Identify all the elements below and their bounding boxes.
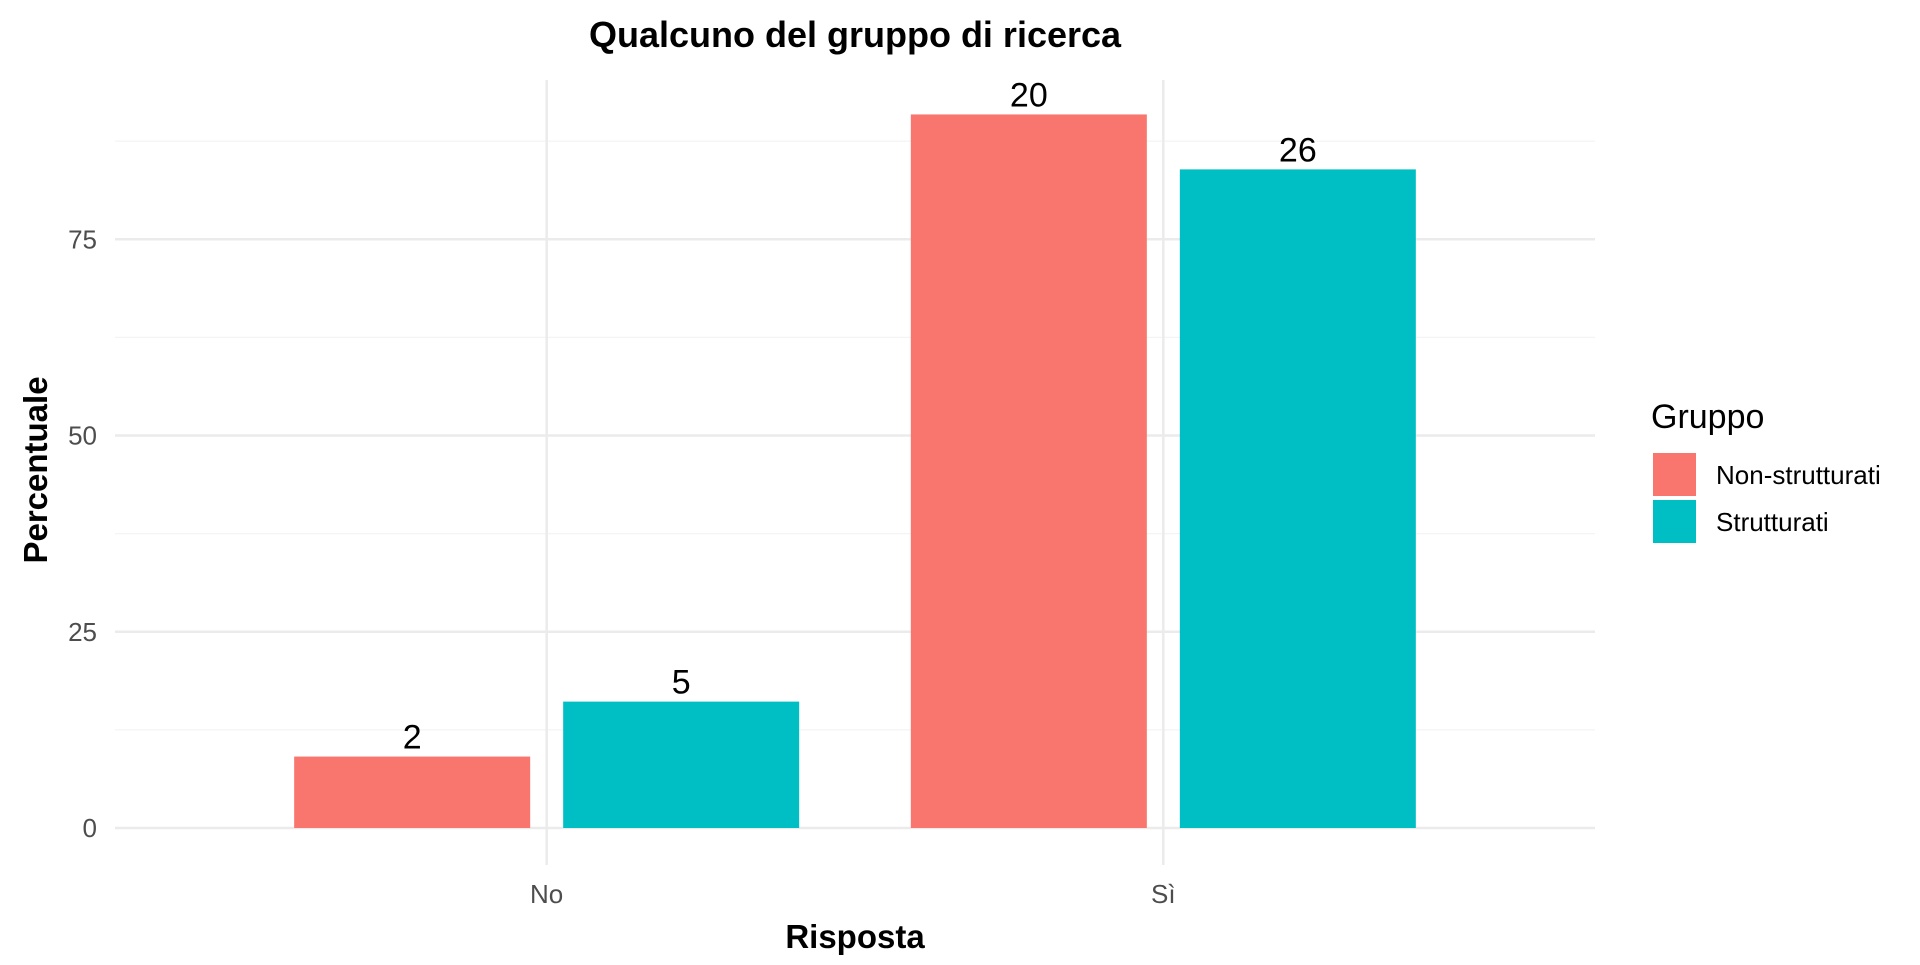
bars (294, 114, 1416, 828)
bar-strutturati (563, 701, 800, 828)
bar-value-label: 2 (403, 719, 422, 757)
bar-value-label: 20 (1010, 76, 1048, 114)
x-axis-ticks: No Sì (530, 879, 1176, 909)
legend-swatch (1653, 453, 1696, 496)
bar-value-label: 5 (672, 664, 691, 702)
y-tick-label: 0 (83, 813, 97, 843)
x-axis-title: Risposta (785, 918, 925, 955)
legend-items: Non-strutturati Strutturati (1653, 453, 1881, 543)
bar-non-strutturati (294, 756, 531, 828)
x-tick-label: No (530, 879, 563, 909)
legend-title: Gruppo (1651, 398, 1764, 436)
legend-swatch (1653, 500, 1696, 543)
bar-value-label: 26 (1279, 131, 1317, 169)
y-tick-label: 50 (68, 421, 97, 451)
chart-title: Qualcuno del gruppo di ricerca (589, 14, 1122, 55)
data-labels: 2 20 5 26 (403, 76, 1317, 756)
x-tick-label: Sì (1151, 879, 1176, 909)
y-axis-title: Percentuale (17, 376, 54, 563)
legend: Gruppo Non-strutturati Strutturati (1651, 398, 1881, 543)
bar-non-strutturati (910, 114, 1147, 828)
y-axis-ticks: 0 25 50 75 (68, 224, 97, 843)
legend-label: Non-strutturati (1716, 460, 1881, 490)
bar-strutturati (1179, 169, 1416, 828)
y-tick-label: 75 (68, 224, 97, 254)
legend-label: Strutturati (1716, 507, 1829, 537)
y-tick-label: 25 (68, 617, 97, 647)
